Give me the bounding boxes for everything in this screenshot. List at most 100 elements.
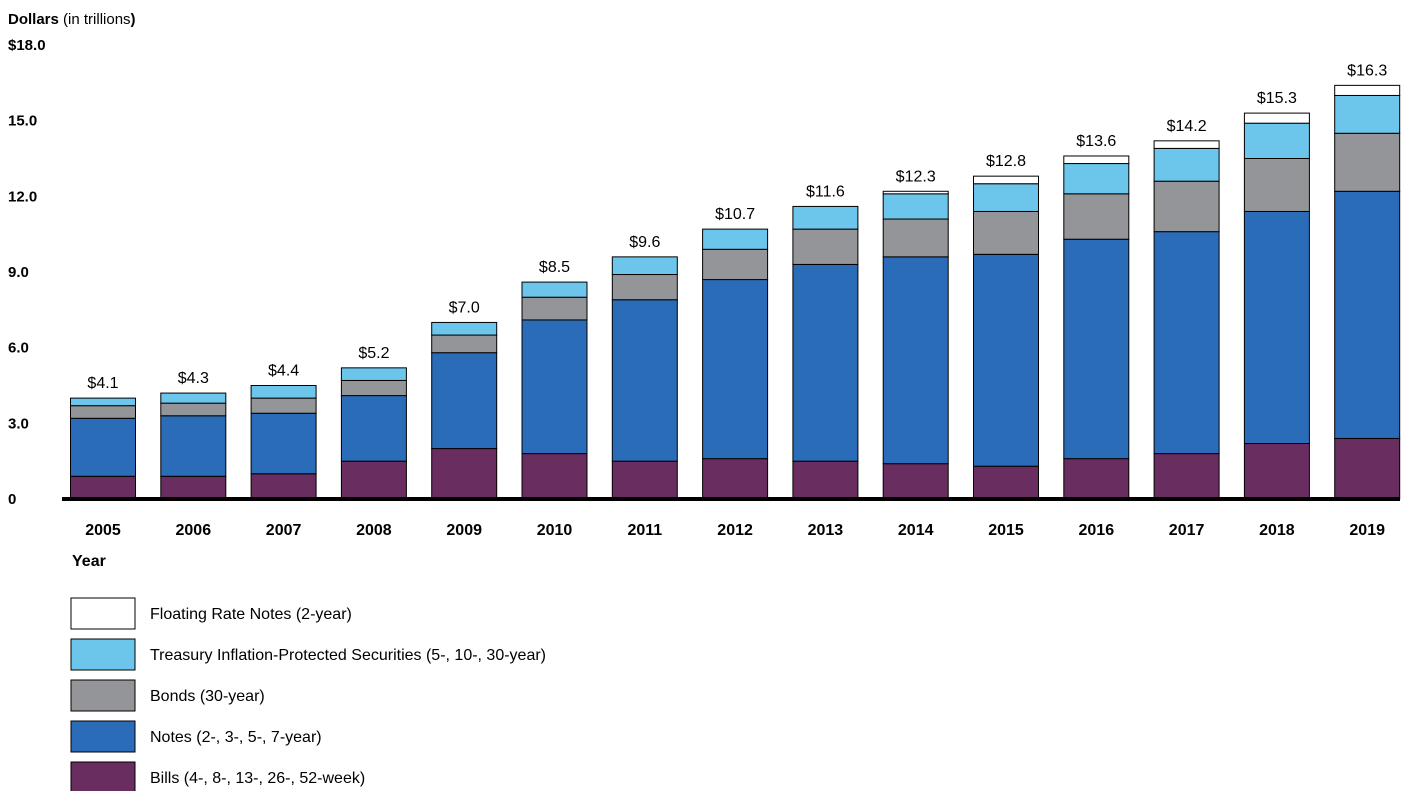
x-tick-label-2013: 2013 [808, 522, 844, 539]
total-label-2007: $4.4 [268, 363, 299, 380]
bar-segment-2008-s3 [340, 367, 407, 381]
bar-segment-2016-s4 [1063, 155, 1130, 165]
y-tick-label: 15.0 [8, 113, 37, 130]
y-axis-title-unit: (in trillions [59, 11, 131, 28]
x-tick-label-2007: 2007 [266, 522, 302, 539]
bar-segment-2019-s4 [1334, 84, 1401, 96]
total-label-2006: $4.3 [178, 370, 209, 387]
y-axis-title-bold: Dollars [8, 11, 59, 28]
bar-segment-2016-s0 [1063, 458, 1130, 500]
legend-label: Floating Rate Notes (2-year) [150, 606, 352, 623]
bar-segment-2015-s3 [973, 183, 1039, 212]
total-label-2005: $4.1 [87, 375, 118, 392]
y-axis-ticks: 0 3.0 6.0 9.0 12.0 15.0 $18.0 [8, 37, 46, 508]
bar-segment-2019-s3 [1334, 94, 1401, 134]
y-axis-title-close: ) [131, 11, 136, 28]
total-label-2015: $12.8 [986, 153, 1026, 170]
bar-segment-2009-s1 [431, 352, 498, 450]
bar-segment-2019-s0 [1334, 437, 1401, 500]
bar-segment-2012-s3 [702, 228, 769, 250]
y-tick-label: 9.0 [8, 264, 29, 281]
legend-swatch [70, 638, 136, 671]
legend-label: Notes (2-, 3-, 5-, 7-year) [150, 729, 322, 746]
y-tick-label: 12.0 [8, 188, 37, 205]
x-tick-label-2019: 2019 [1349, 522, 1385, 539]
bar-segment-2017-s1 [1153, 231, 1220, 455]
bar-segment-2018-s3 [1243, 122, 1310, 159]
bar-segment-2011-s2 [611, 274, 678, 301]
bar-segment-2016-s3 [1063, 163, 1130, 195]
bar-segment-2008-s2 [340, 379, 407, 397]
bar-segment-2011-s0 [611, 460, 678, 500]
bar-segment-2014-s3 [882, 193, 949, 220]
bar-segment-2018-s0 [1243, 443, 1310, 500]
bar-segment-2005-s3 [70, 397, 136, 407]
bar-segment-2014-s2 [882, 218, 949, 258]
bar-segment-2008-s0 [340, 460, 407, 500]
bar-segment-2015-s4 [973, 175, 1039, 185]
x-tick-label-2014: 2014 [898, 522, 934, 539]
bar-segment-2016-s2 [1063, 193, 1130, 240]
total-label-2010: $8.5 [539, 259, 570, 276]
legend: Floating Rate Notes (2-year) Treasury Inf… [70, 597, 546, 791]
total-label-2019: $16.3 [1347, 62, 1387, 79]
bar-segment-2006-s2 [160, 402, 227, 417]
bar-segment-2013-s2 [792, 228, 859, 265]
bar-segment-2009-s3 [431, 321, 498, 336]
legend-label: Bills (4-, 8-, 13-, 26-, 52-week) [150, 770, 365, 787]
bars-group [70, 84, 1401, 500]
total-label-2008: $5.2 [358, 345, 389, 362]
y-tick-label: 0 [8, 491, 16, 508]
x-tick-label-2005: 2005 [85, 522, 121, 539]
bar-segment-2015-s0 [973, 465, 1039, 500]
bar-segment-2012-s2 [702, 248, 769, 281]
bar-segment-2017-s4 [1153, 140, 1220, 149]
bar-segment-2013-s1 [792, 263, 859, 462]
bar-segment-2006-s3 [160, 392, 227, 404]
bar-segment-2006-s1 [160, 415, 227, 477]
bar-segment-2007-s2 [250, 397, 317, 414]
x-tick-label-2008: 2008 [356, 522, 392, 539]
y-tick-label: $18.0 [8, 37, 46, 54]
bar-segment-2014-s1 [882, 256, 949, 465]
bar-segment-2018-s1 [1243, 210, 1310, 445]
x-tick-label-2006: 2006 [176, 522, 212, 539]
bar-segment-2017-s3 [1153, 147, 1220, 182]
bar-segment-2012-s0 [702, 458, 769, 500]
bar-segment-2014-s0 [882, 463, 949, 500]
total-label-2018: $15.3 [1257, 90, 1297, 107]
x-tick-label-2011: 2011 [627, 522, 662, 539]
x-axis-label: Year [72, 553, 106, 570]
bar-segment-2007-s0 [250, 473, 317, 500]
bar-segment-2014-s4 [882, 190, 949, 195]
x-tick-label-2009: 2009 [446, 522, 482, 539]
legend-swatch [70, 761, 136, 791]
bar-segment-2005-s1 [70, 417, 136, 477]
bar-segment-2018-s4 [1243, 112, 1310, 124]
bar-segment-2007-s1 [250, 412, 317, 475]
bar-segment-2010-s1 [521, 319, 588, 455]
bar-segment-2011-s1 [611, 299, 678, 462]
x-axis-ticks: 2005 2006 2007 2008 2009 2010 2011 2012 2013 2014… [85, 522, 1385, 539]
total-label-2017: $14.2 [1167, 118, 1207, 135]
y-axis-title: Dollars (in trillions) [8, 11, 136, 28]
bar-segment-2013-s0 [792, 460, 859, 500]
y-tick-label: 3.0 [8, 415, 29, 432]
bar-segment-2007-s3 [250, 385, 317, 399]
bar-segment-2006-s0 [160, 475, 227, 500]
legend-swatch [70, 720, 136, 753]
bar-segment-2019-s2 [1334, 132, 1401, 192]
bar-segment-2017-s0 [1153, 453, 1220, 500]
total-label-2013: $11.6 [806, 183, 845, 200]
bar-segment-2010-s3 [521, 281, 588, 298]
x-tick-label-2015: 2015 [988, 522, 1024, 539]
y-tick-label: 6.0 [8, 340, 29, 357]
total-label-2009: $7.0 [449, 299, 480, 316]
total-labels: $4.1 $4.3 $4.4 $5.2 $7.0 $8.5 $9.6 $10.7 $11.6 $1… [87, 62, 1387, 392]
bar-segment-2010-s0 [521, 453, 588, 500]
bar-segment-2008-s1 [340, 395, 407, 462]
x-tick-label-2012: 2012 [717, 522, 753, 539]
x-tick-label-2016: 2016 [1079, 522, 1115, 539]
legend-swatch [70, 679, 136, 712]
